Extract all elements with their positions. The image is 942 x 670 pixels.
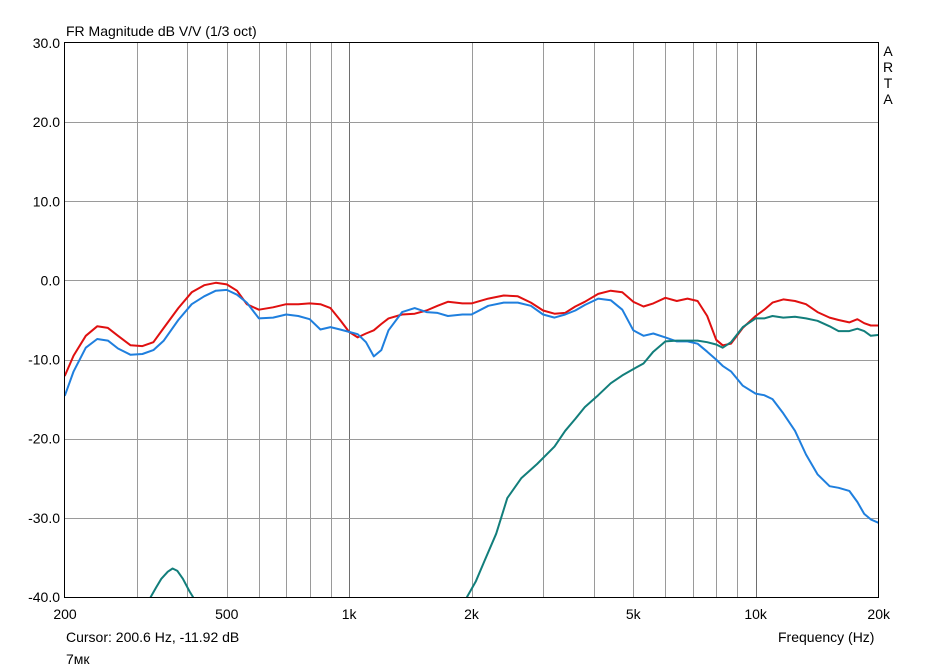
- watermark-letter: T: [884, 75, 893, 91]
- series-line-3: [149, 567, 194, 597]
- y-tick-label: 30.0: [33, 35, 60, 51]
- x-tick-label: 5k: [626, 606, 642, 622]
- note-text: 7мк: [66, 651, 90, 667]
- y-tick-label: -20.0: [28, 431, 60, 447]
- series-line-2: [65, 288, 878, 524]
- y-tick-label: 20.0: [33, 114, 60, 130]
- watermark-letter: A: [883, 91, 893, 107]
- grid: [65, 43, 878, 597]
- plot-frame: [64, 42, 879, 598]
- x-tick-label: 10k: [744, 606, 768, 622]
- curves: [65, 281, 878, 597]
- y-tick-label: -10.0: [28, 352, 60, 368]
- x-tick-label: 200: [53, 606, 77, 622]
- series-line-1: [65, 281, 878, 377]
- x-tick-label: 500: [215, 606, 239, 622]
- y-tick-label: 10.0: [33, 193, 60, 209]
- cursor-readout: Cursor: 200.6 Hz, -11.92 dB: [66, 629, 239, 645]
- x-axis-label: Frequency (Hz): [778, 629, 874, 645]
- watermark-letter: R: [883, 59, 893, 75]
- watermark-letter: A: [883, 43, 893, 59]
- y-tick-label: -40.0: [28, 589, 60, 605]
- x-tick-label: 1k: [342, 606, 358, 622]
- series-line-4: [466, 315, 878, 597]
- x-tick-label: 2k: [464, 606, 480, 622]
- x-tick-label: 20k: [867, 606, 891, 622]
- y-tick-label: 0.0: [41, 272, 61, 288]
- chart-title: FR Magnitude dB V/V (1/3 oct): [66, 23, 257, 39]
- y-tick-label: -30.0: [28, 510, 60, 526]
